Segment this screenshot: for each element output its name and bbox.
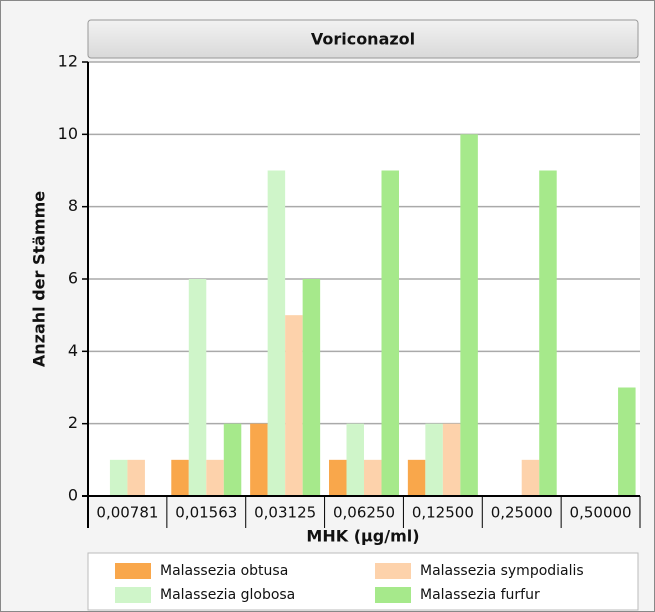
- y-tick-label: 2: [68, 413, 78, 432]
- bar: [364, 459, 382, 496]
- y-axis-label: Anzahl der Stämme: [30, 191, 49, 367]
- x-tick-label: 0,03125: [254, 504, 316, 522]
- x-tick-label: 0,50000: [570, 504, 632, 522]
- bar: [171, 459, 189, 496]
- x-axis-label: MHK (µg/ml): [306, 527, 419, 546]
- bar: [460, 134, 478, 497]
- x-tick-label: 0,06250: [333, 504, 395, 522]
- bar: [267, 170, 286, 496]
- bar: [250, 423, 268, 496]
- bar: [109, 459, 128, 496]
- bar: [223, 423, 242, 496]
- bar: [521, 459, 540, 496]
- bar: [442, 423, 461, 496]
- x-tick-label: 0,00781: [96, 504, 158, 522]
- legend-label: Malassezia sympodialis: [420, 563, 584, 579]
- y-tick-label: 8: [68, 196, 78, 215]
- bar: [188, 279, 207, 496]
- y-tick-label: 4: [68, 341, 78, 360]
- bar: [329, 459, 347, 496]
- legend-swatch: [375, 563, 411, 579]
- bar: [618, 387, 636, 496]
- bar: [285, 315, 303, 496]
- y-tick-label: 12: [58, 52, 78, 71]
- legend-label: Malassezia obtusa: [160, 563, 288, 579]
- y-tick-label: 0: [68, 486, 78, 505]
- bar: [346, 423, 364, 496]
- y-tick-label: 6: [68, 269, 78, 288]
- bar: [302, 279, 321, 496]
- legend-swatch: [115, 563, 151, 579]
- legend-swatch: [115, 587, 151, 603]
- bar: [127, 459, 145, 496]
- legend-label: Malassezia globosa: [160, 587, 295, 603]
- bar: [539, 170, 557, 496]
- chart-title: Voriconazol: [311, 30, 415, 49]
- legend-swatch: [375, 587, 411, 603]
- title-box: [87, 19, 639, 59]
- bar: [407, 459, 426, 496]
- x-tick-label: 0,25000: [491, 504, 553, 522]
- bar: [425, 423, 443, 496]
- y-tick-label: 10: [58, 124, 78, 143]
- x-tick-label: 0,01563: [175, 504, 237, 522]
- legend: [87, 552, 639, 611]
- bar: [206, 459, 224, 496]
- legend-label: Malassezia furfur: [420, 587, 540, 603]
- bar: [381, 170, 399, 496]
- x-tick-label: 0,12500: [412, 504, 474, 522]
